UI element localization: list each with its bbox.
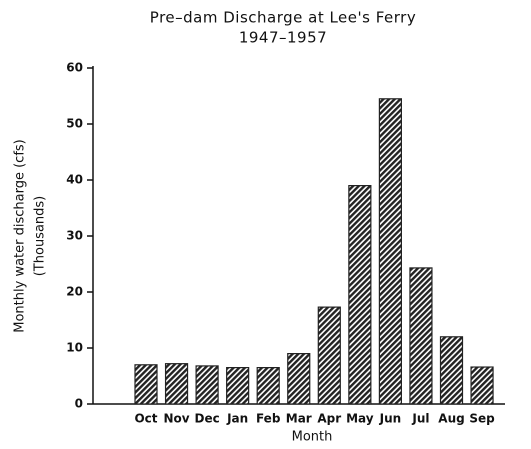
x-tick-label: Oct xyxy=(134,412,157,426)
x-tick-label: Mar xyxy=(286,412,312,426)
x-axis-label: Month xyxy=(292,430,333,445)
y-tick-label: 30 xyxy=(66,229,83,243)
y-axis-label: Monthly water discharge (cfs) xyxy=(13,139,28,332)
bar xyxy=(134,364,158,405)
x-tick-label: Jun xyxy=(379,412,402,426)
y-tick-label: 10 xyxy=(66,341,83,355)
x-tick-label: Aug xyxy=(438,412,464,426)
y-tick-label: 20 xyxy=(66,285,83,299)
y-tick-label: 40 xyxy=(66,173,83,187)
y-tick-label: 50 xyxy=(66,117,83,131)
bar xyxy=(439,336,464,405)
bar xyxy=(317,306,341,405)
bar xyxy=(348,185,372,405)
y-tick-label: 0 xyxy=(75,397,83,411)
chart-subtitle: 1947–1957 xyxy=(239,29,327,47)
bar xyxy=(409,267,433,405)
y-axis-label: (Thousands) xyxy=(33,196,48,277)
chart-title: Pre–dam Discharge at Lee's Ferry xyxy=(150,9,416,27)
x-tick-label: Sep xyxy=(469,412,495,426)
bar xyxy=(164,363,189,405)
x-tick-label: Dec xyxy=(194,412,219,426)
y-tick-label: 60 xyxy=(66,61,83,75)
x-tick-label: Feb xyxy=(256,412,281,426)
bar xyxy=(470,366,494,405)
bar xyxy=(378,98,402,405)
bar xyxy=(287,353,311,405)
x-tick-label: Nov xyxy=(163,412,189,426)
x-tick-label: Jul xyxy=(411,412,429,426)
x-tick-label: Apr xyxy=(317,412,341,426)
bar xyxy=(226,367,250,405)
bar xyxy=(195,365,219,405)
x-tick-label: Jan xyxy=(226,412,248,426)
bar xyxy=(256,367,280,405)
x-tick-label: May xyxy=(346,412,374,426)
